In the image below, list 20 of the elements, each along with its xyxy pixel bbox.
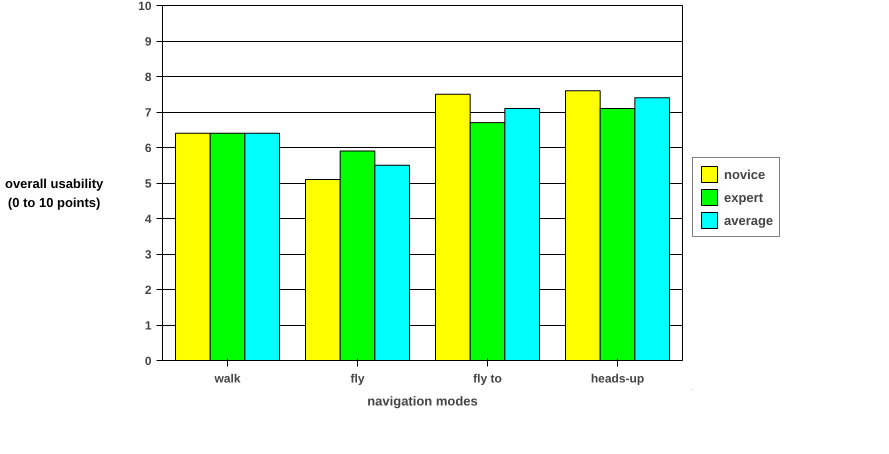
y-tick-label: 8 [144, 70, 152, 84]
y-tick-label: 1 [144, 318, 152, 332]
legend-label: expert [724, 190, 764, 204]
x-axis-title: navigation modes [367, 394, 478, 408]
x-tick-label: fly [350, 372, 365, 386]
y-tick-label: 6 [144, 141, 152, 155]
y-tick-label: 10 [138, 0, 152, 13]
legend-label: novice [724, 166, 766, 182]
y-tick-label: 7 [144, 106, 152, 120]
y-tick-label: 5 [144, 176, 152, 190]
x-tick-label: walk [213, 372, 241, 386]
x-tick-label: heads-up [590, 372, 644, 386]
y-tick-label: 3 [144, 248, 152, 262]
y-tick-label: 9 [144, 34, 152, 48]
x-tick-label: fly to [473, 372, 502, 386]
y-tick-label: 0 [144, 354, 152, 368]
y-tick-label: 2 [144, 283, 152, 297]
legend-label: average [724, 212, 774, 228]
y-axis-title: overall usability (0 to 10 points) [5, 175, 104, 212]
y-tick-label: 4 [144, 212, 152, 226]
